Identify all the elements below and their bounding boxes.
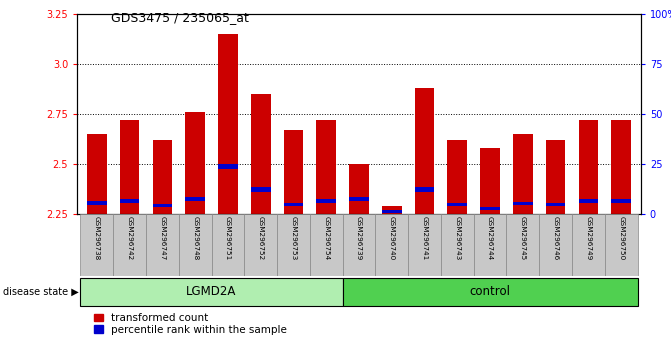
Text: GSM296753: GSM296753 [291,216,297,260]
Bar [317,199,336,203]
Bar [474,214,507,276]
Text: GSM296746: GSM296746 [553,216,558,260]
Bar [284,202,303,206]
Bar [185,197,205,201]
Bar [119,199,140,203]
Bar [441,214,474,276]
Bar [480,207,500,210]
Text: GSM296742: GSM296742 [127,216,133,260]
Bar [480,148,500,214]
Bar [185,112,205,214]
Text: GSM296741: GSM296741 [421,216,427,260]
Bar [81,214,113,276]
Text: GSM296748: GSM296748 [192,216,198,260]
Bar [87,134,107,214]
Bar [611,199,631,203]
Bar [578,199,599,203]
Bar [349,164,369,214]
Bar [211,214,244,276]
Bar [349,197,369,201]
Bar [605,214,637,276]
Bar [284,130,303,214]
Text: GSM296747: GSM296747 [160,216,165,260]
Bar [152,204,172,207]
Legend: transformed count, percentile rank within the sample: transformed count, percentile rank withi… [94,313,287,335]
Text: GSM296744: GSM296744 [487,216,493,260]
Bar [578,120,599,214]
Bar [343,214,375,276]
Bar [546,140,566,214]
Bar [408,214,441,276]
Bar [152,140,172,214]
Text: GSM296745: GSM296745 [520,216,526,260]
Bar [546,202,566,206]
Bar [251,94,270,214]
Bar [218,164,238,169]
Text: GSM296754: GSM296754 [323,216,329,260]
Bar [251,187,270,192]
Bar [611,120,631,214]
Bar [113,214,146,276]
Bar [539,214,572,276]
Bar [513,134,533,214]
Text: GSM296740: GSM296740 [389,216,395,260]
Text: GSM296751: GSM296751 [225,216,231,260]
Text: GSM296750: GSM296750 [618,216,624,260]
Text: GSM296752: GSM296752 [258,216,264,260]
Bar [382,206,401,214]
Text: control: control [470,285,511,298]
Bar [448,140,467,214]
Bar [343,278,637,306]
Bar [572,214,605,276]
Bar [146,214,178,276]
Bar [448,202,467,206]
Bar [178,214,211,276]
Bar [310,214,343,276]
Bar [507,214,539,276]
Text: LGMD2A: LGMD2A [187,285,237,298]
Text: GDS3475 / 235065_at: GDS3475 / 235065_at [111,11,248,24]
Bar [87,201,107,205]
Bar [415,187,434,192]
Bar [317,120,336,214]
Text: GSM296743: GSM296743 [454,216,460,260]
Bar [119,120,140,214]
Bar [382,210,401,212]
Bar [244,214,277,276]
Bar [513,201,533,205]
Text: GSM296749: GSM296749 [585,216,591,260]
Text: GSM296739: GSM296739 [356,216,362,260]
Bar [277,214,310,276]
Text: disease state ▶: disease state ▶ [3,286,79,296]
Bar [415,88,434,214]
Bar [375,214,408,276]
Text: GSM296738: GSM296738 [94,216,100,260]
Bar [218,34,238,214]
Bar [81,278,343,306]
